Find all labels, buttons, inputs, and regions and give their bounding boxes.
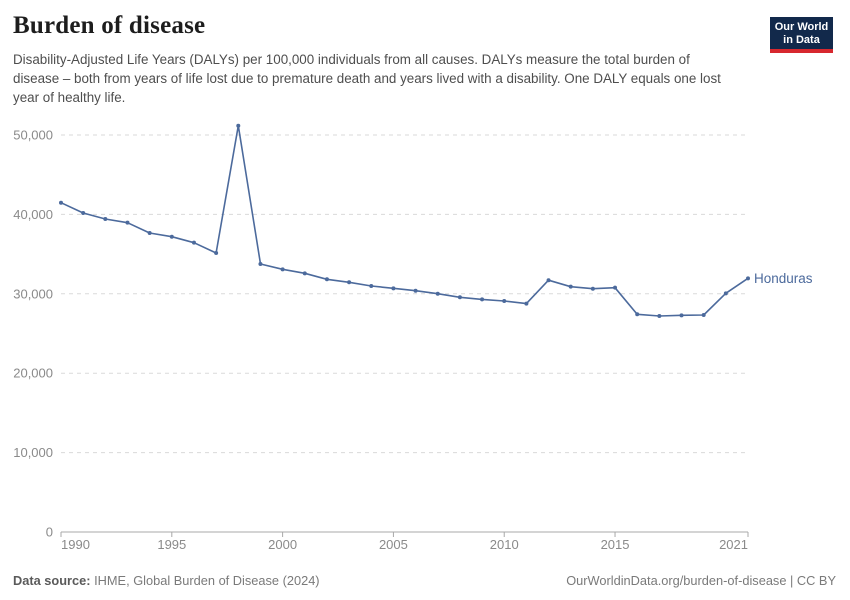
data-point bbox=[568, 284, 573, 289]
data-point bbox=[480, 297, 485, 302]
data-point bbox=[413, 288, 418, 293]
data-point bbox=[524, 301, 529, 306]
data-point bbox=[103, 217, 108, 222]
data-point bbox=[347, 280, 352, 285]
data-source-label: Data source: bbox=[13, 573, 91, 588]
y-tick-label: 0 bbox=[46, 525, 53, 540]
data-point bbox=[679, 313, 684, 318]
y-tick-label: 30,000 bbox=[13, 286, 53, 301]
data-point bbox=[502, 299, 507, 304]
y-tick-label: 10,000 bbox=[13, 445, 53, 460]
y-tick-label: 40,000 bbox=[13, 207, 53, 222]
data-point bbox=[302, 271, 307, 276]
owid-logo-line2: in Data bbox=[783, 33, 820, 46]
y-gridlines bbox=[61, 134, 748, 533]
data-point bbox=[657, 314, 662, 319]
y-tick-label: 50,000 bbox=[13, 128, 53, 143]
data-point bbox=[125, 220, 130, 225]
owid-logo[interactable]: Our World in Data bbox=[770, 17, 833, 53]
data-point bbox=[701, 312, 706, 317]
data-line-honduras[interactable] bbox=[60, 124, 749, 317]
y-tick-label: 20,000 bbox=[13, 366, 53, 381]
chart-subtitle: Disability-Adjusted Life Years (DALYs) p… bbox=[13, 52, 721, 105]
owid-logo-line1: Our World bbox=[774, 21, 829, 33]
data-point bbox=[369, 284, 374, 289]
y-axis-labels: 0 10,000 20,000 30,000 40,000 50,000 bbox=[13, 128, 53, 540]
x-tick-label: 1990 bbox=[61, 537, 90, 552]
data-point bbox=[147, 230, 152, 235]
data-point bbox=[746, 276, 750, 281]
x-axis-labels: 1990 1995 2000 2005 2010 2015 2021 bbox=[61, 537, 748, 552]
x-tick-label: 2000 bbox=[268, 537, 297, 552]
data-point bbox=[169, 234, 174, 239]
data-point bbox=[81, 210, 86, 215]
chart-footer: Data source: IHME, Global Burden of Dise… bbox=[13, 573, 836, 588]
data-points bbox=[59, 123, 750, 319]
data-point bbox=[635, 312, 640, 317]
data-point bbox=[214, 250, 219, 255]
data-point bbox=[613, 285, 618, 290]
chart-title: Burden of disease bbox=[13, 12, 206, 39]
data-source-value: IHME, Global Burden of Disease (2024) bbox=[94, 573, 320, 588]
data-point bbox=[435, 291, 440, 296]
x-tick-label: 2005 bbox=[379, 537, 408, 552]
data-point bbox=[258, 262, 263, 267]
data-point bbox=[236, 123, 241, 128]
attribution-link[interactable]: OurWorldinData.org/burden-of-disease | C… bbox=[566, 573, 836, 588]
x-tick-label: 2010 bbox=[490, 537, 519, 552]
data-point bbox=[546, 278, 551, 283]
data-source: Data source: IHME, Global Burden of Dise… bbox=[13, 573, 320, 588]
data-point bbox=[391, 286, 396, 291]
x-tick-label: 2015 bbox=[601, 537, 630, 552]
data-point bbox=[191, 240, 196, 245]
x-tick-label: 2021 bbox=[719, 537, 748, 552]
data-point bbox=[59, 200, 63, 205]
data-point bbox=[723, 291, 728, 296]
x-axis bbox=[60, 532, 749, 537]
entity-label-honduras[interactable]: Honduras bbox=[754, 271, 813, 286]
data-point bbox=[280, 267, 285, 272]
data-point bbox=[590, 286, 595, 291]
x-tick-label: 1995 bbox=[157, 537, 186, 552]
data-point bbox=[457, 295, 462, 300]
data-point bbox=[324, 277, 329, 282]
